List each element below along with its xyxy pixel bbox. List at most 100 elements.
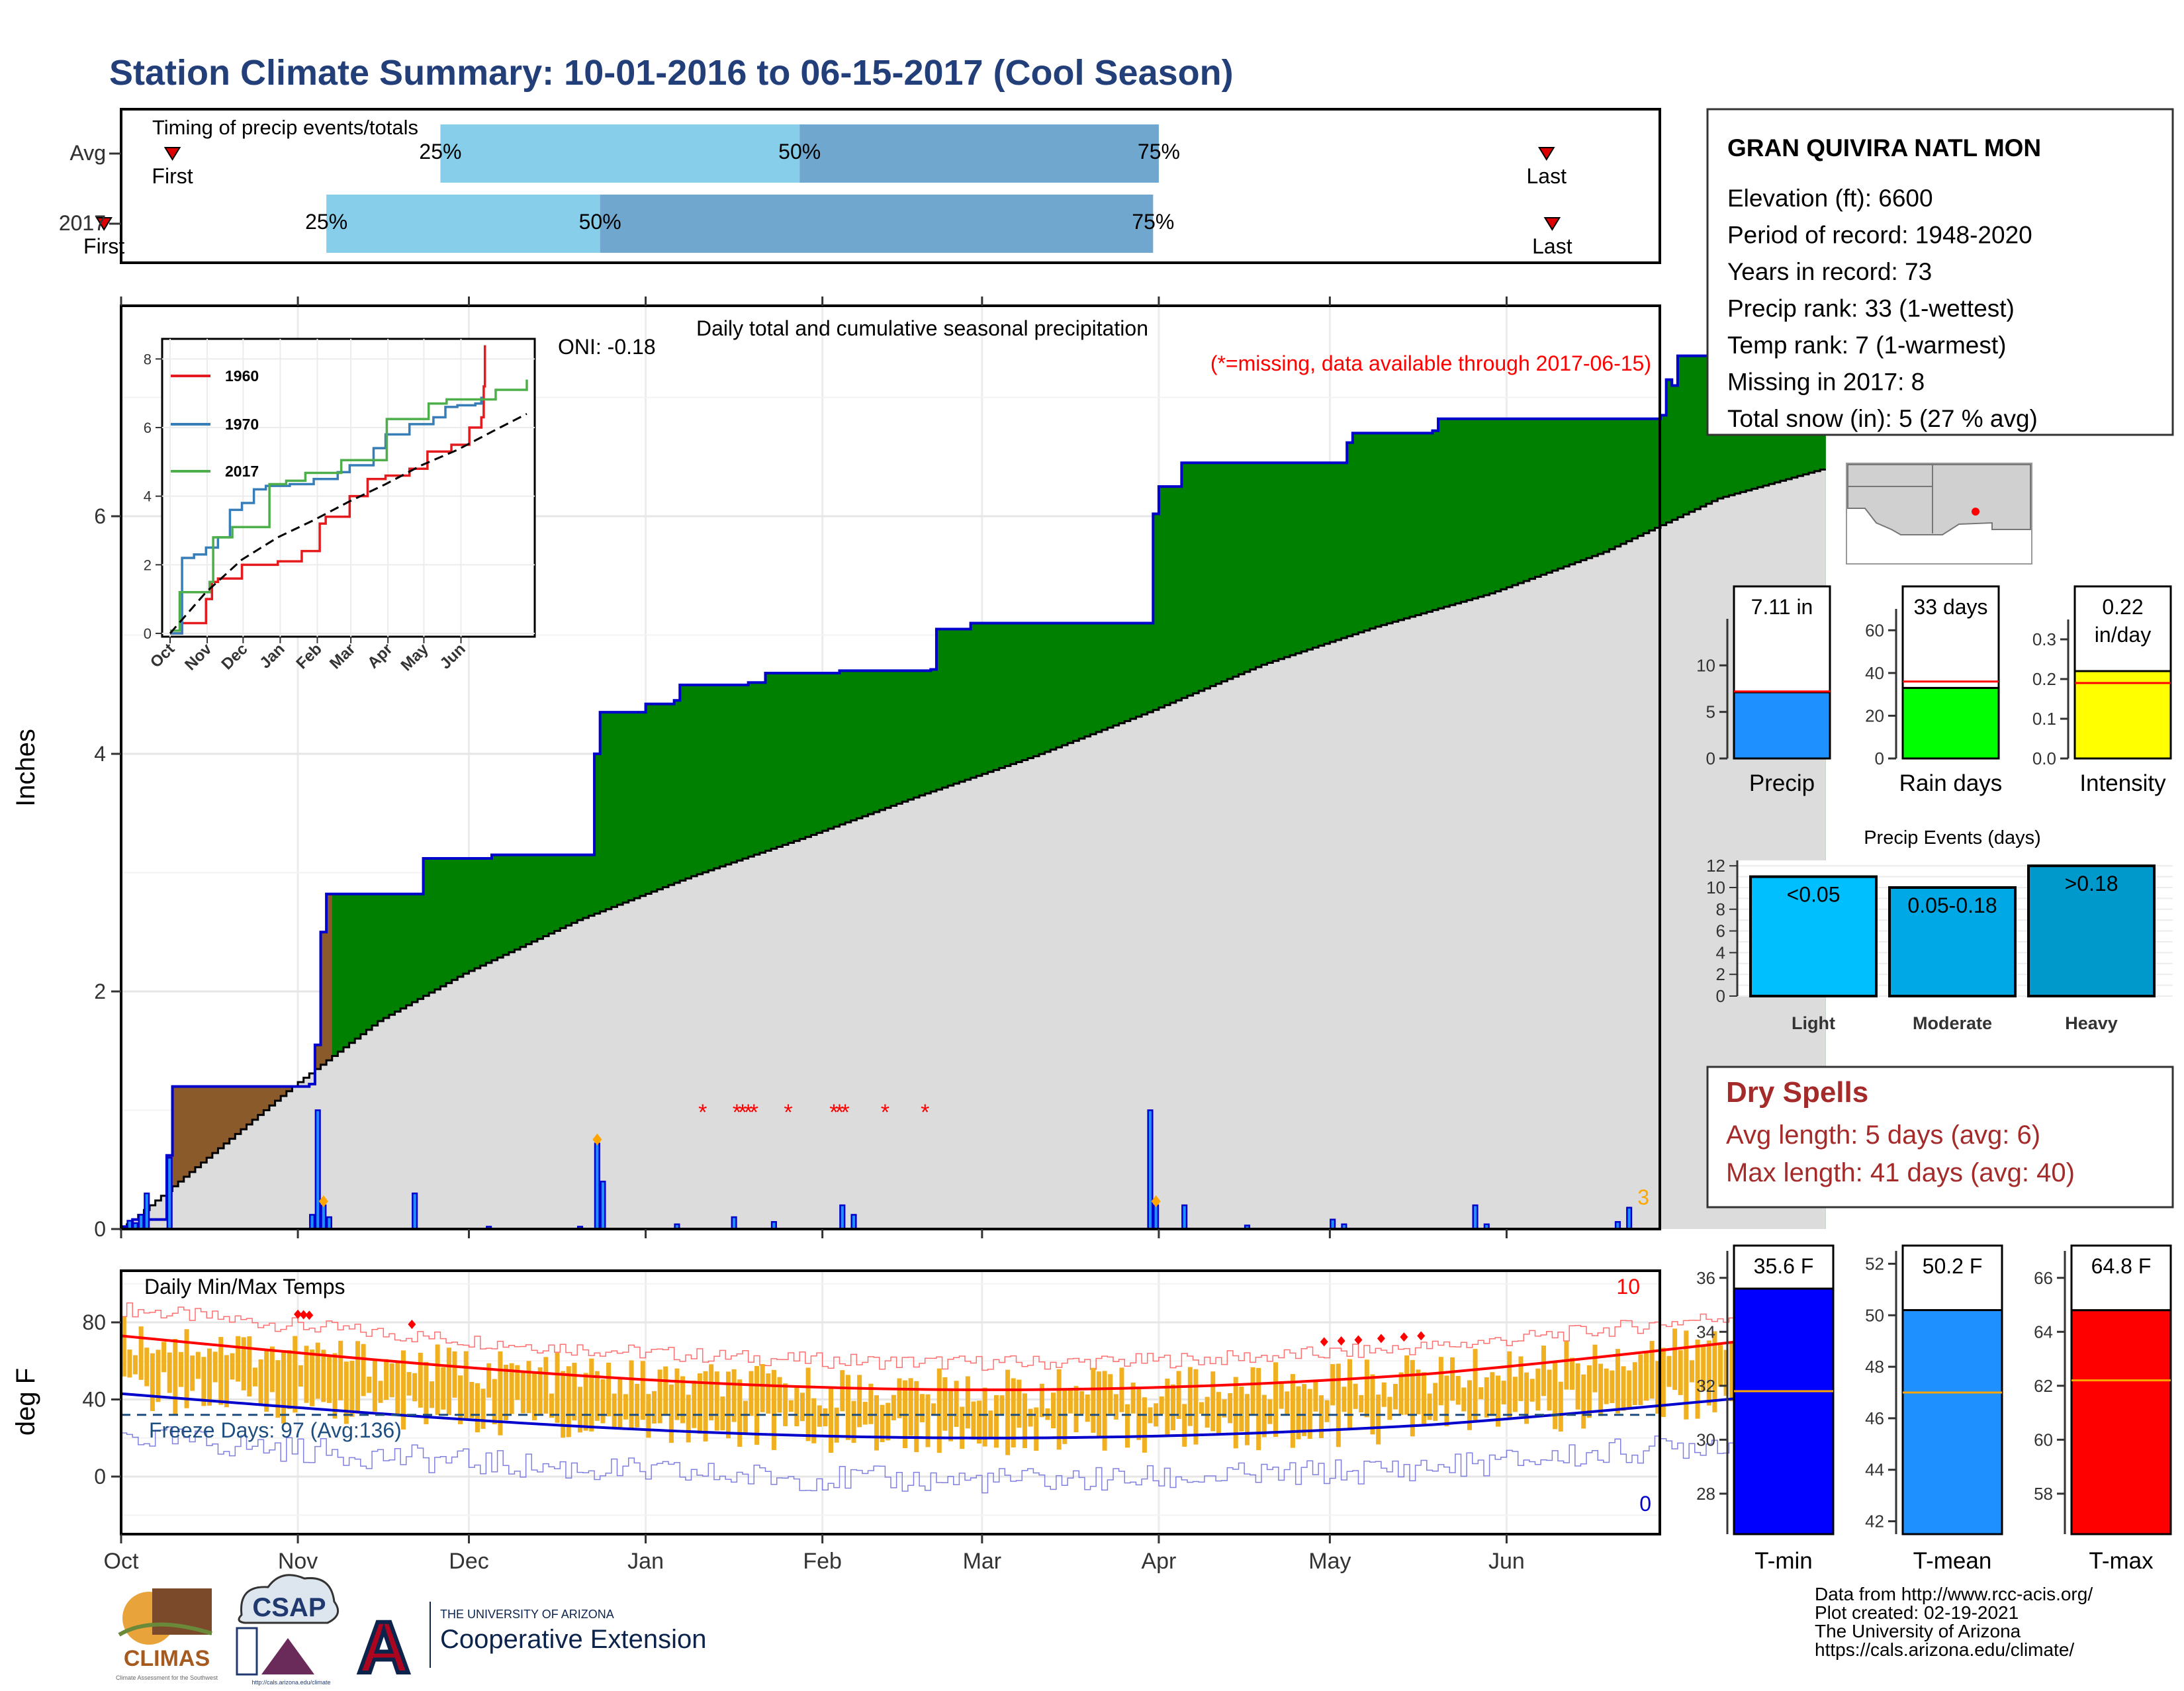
daily-temp-bar: [1318, 1395, 1324, 1438]
daily-temp-bar: [845, 1375, 850, 1440]
daily-temp-bar: [1370, 1374, 1375, 1435]
daily-temp-bar: [555, 1352, 560, 1423]
intensity-y-tick-label: 0.2: [2032, 669, 2056, 689]
daily-temp-bar: [657, 1369, 662, 1424]
events-title: Precip Events (days): [1864, 827, 2041, 848]
daily-precip-bar: [320, 1204, 327, 1230]
locator-map: [1846, 463, 2032, 565]
daily-temp-bar: [1364, 1359, 1369, 1418]
daily-temp-bar: [1073, 1386, 1079, 1432]
daily-temp-bar: [743, 1400, 748, 1434]
daily-temp-bar: [1130, 1383, 1136, 1414]
daily-temp-bar: [1056, 1369, 1062, 1450]
daily-temp-bar: [156, 1349, 161, 1402]
daily-temp-bar: [418, 1352, 423, 1408]
daily-temp-bar: [783, 1383, 788, 1426]
t-mean-y-tick-label: 44: [1865, 1460, 1884, 1480]
events-bar-moderate: [1888, 886, 2017, 997]
daily-temp-bar: [646, 1394, 651, 1438]
daily-temp-bar: [1210, 1371, 1216, 1432]
precip-y-tick-label: 6: [94, 504, 106, 528]
daily-temp-bar: [1039, 1383, 1044, 1418]
daily-temp-bar: [1159, 1396, 1164, 1414]
missing-day-marker: *: [698, 1100, 707, 1125]
t-min-y-tick-label: 34: [1696, 1322, 1715, 1342]
daily-temp-bar: [931, 1403, 936, 1416]
inset-y-tick-label: 6: [144, 420, 152, 436]
daily-precip-bar: [412, 1192, 418, 1230]
daily-temp-bar: [1621, 1366, 1626, 1411]
timing-p50-2017: 50%: [579, 210, 621, 234]
daily-temp-bar: [1518, 1356, 1524, 1401]
daily-temp-bar: [1604, 1368, 1609, 1404]
daily-temp-bar: [258, 1359, 263, 1405]
daily-temp-bar: [754, 1365, 760, 1445]
daily-temp-bar: [1529, 1379, 1535, 1402]
last-event-marker: [1537, 147, 1555, 161]
daily-temp-bar: [960, 1406, 965, 1449]
missing-day-marker: *: [750, 1100, 758, 1125]
daily-temp-bar: [1176, 1371, 1181, 1419]
daily-temp-bar: [1672, 1328, 1678, 1391]
daily-temp-bar: [1701, 1346, 1706, 1391]
precip-total-x-label: Precip: [1749, 770, 1815, 796]
ua-name: THE UNIVERSITY OF ARIZONA: [440, 1608, 614, 1621]
timing-p50-Avg: 50%: [778, 140, 821, 163]
intensity-label-box: [2073, 585, 2172, 672]
daily-temp-bar: [566, 1366, 571, 1438]
t-mean-y-tick-label: 50: [1865, 1305, 1884, 1325]
daily-temp-bar: [1610, 1370, 1615, 1404]
temp-frame: [120, 1269, 1661, 1535]
station-detail-line: Total snow (in): 5 (27 % avg): [1727, 405, 2038, 432]
daily-temp-bar: [1381, 1382, 1387, 1407]
daily-temp-bar: [965, 1376, 970, 1429]
record-high-marker: [305, 1310, 314, 1320]
daily-temp-bar: [1302, 1384, 1307, 1436]
daily-temp-bar: [1011, 1378, 1016, 1447]
daily-temp-bar: [1165, 1379, 1170, 1435]
daily-temp-bar: [1347, 1359, 1353, 1429]
daily-temp-bar: [1547, 1369, 1552, 1411]
daily-temp-bar: [1444, 1375, 1449, 1427]
daily-temp-bar: [623, 1394, 628, 1420]
daily-temp-bar: [1484, 1377, 1489, 1418]
daily-temp-bar: [275, 1360, 281, 1418]
t-mean-y-tick-label: 48: [1865, 1357, 1884, 1377]
temp-top-corner: 10: [1616, 1275, 1640, 1299]
precip-total-y-tick-label: 10: [1696, 655, 1715, 675]
missing-day-marker: *: [835, 1100, 844, 1125]
dry-spells-frame: [1706, 1066, 2174, 1209]
t-max-bar: [2070, 1309, 2172, 1535]
daily-temp-bar: [463, 1351, 469, 1420]
daily-temp-bar: [492, 1379, 497, 1425]
climas-subtext: Climate Assessment for the Southwest: [116, 1674, 218, 1681]
record-high-marker: [1320, 1337, 1328, 1347]
daily-temp-bar: [287, 1349, 292, 1409]
timing-bar-q2-2017: [600, 195, 1154, 253]
daily-temp-bar: [697, 1373, 702, 1434]
daily-temp-bar: [343, 1361, 349, 1424]
precip-corner-label: 3: [1637, 1185, 1649, 1209]
oni-annotation: ONI: -0.18: [558, 335, 656, 359]
daily-temp-bar: [241, 1337, 246, 1391]
csap-url: http://cals.arizona.edu/climate: [251, 1679, 330, 1686]
daily-temp-bar: [1017, 1379, 1022, 1428]
month-label: Feb: [803, 1549, 842, 1574]
events-y-tick-label: 12: [1706, 856, 1725, 876]
daily-temp-bar: [520, 1371, 525, 1414]
max-event-marker: [592, 1133, 602, 1146]
first-event-label: First: [83, 234, 124, 258]
daily-temp-bar: [834, 1407, 839, 1443]
daily-temp-bar: [509, 1363, 514, 1414]
page-title: Station Climate Summary: 10-01-2016 to 0…: [109, 53, 1234, 93]
precip-total-value-label: 7.11 in: [1751, 595, 1813, 619]
csap-mountain-shape: [261, 1638, 314, 1674]
daily-temp-bar: [406, 1372, 412, 1396]
daily-temp-bar: [1051, 1393, 1056, 1428]
daily-temp-bar: [874, 1395, 879, 1451]
rain-days-y-tick-label: 0: [1875, 749, 1884, 768]
daily-temp-bar: [799, 1393, 805, 1422]
daily-temp-bar: [1490, 1372, 1495, 1416]
month-label: Apr: [1141, 1549, 1176, 1574]
